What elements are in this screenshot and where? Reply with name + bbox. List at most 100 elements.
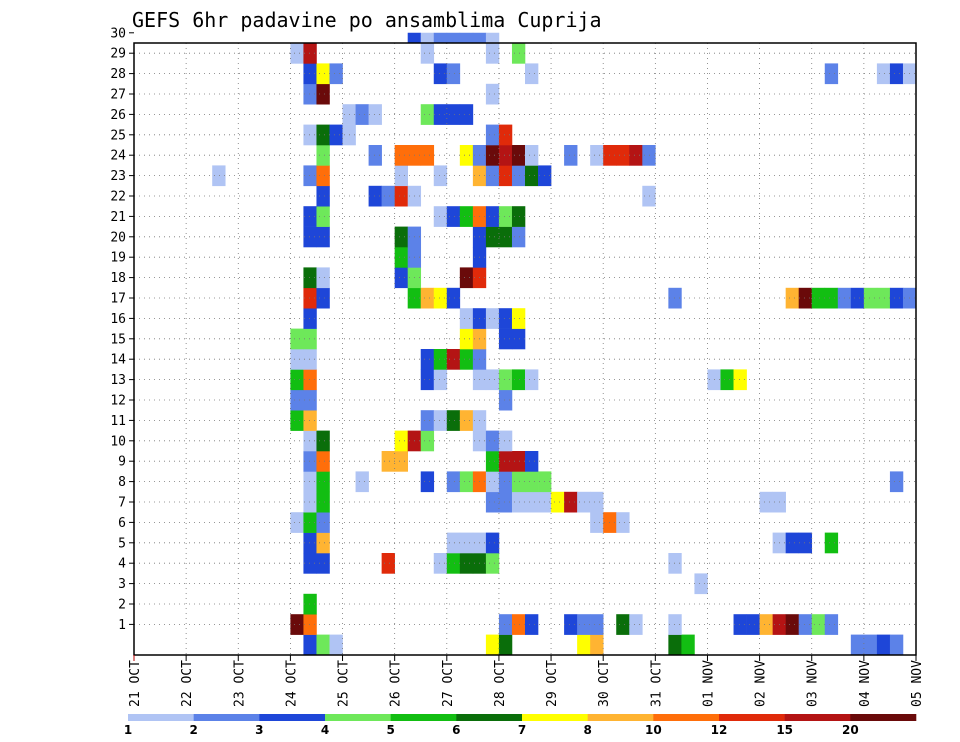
heatmap-cell bbox=[850, 634, 865, 656]
heatmap-cell bbox=[329, 634, 343, 656]
heatmap-cell bbox=[668, 634, 682, 656]
y-tick-label: 28 bbox=[110, 67, 126, 82]
heatmap-cell bbox=[433, 553, 448, 574]
heatmap-cell bbox=[381, 451, 395, 472]
colorbar-tick-label: 6 bbox=[452, 723, 460, 737]
heatmap-cell bbox=[394, 451, 408, 472]
heatmap-cell bbox=[433, 32, 448, 44]
heatmap-cell bbox=[525, 63, 539, 85]
x-tick-label: 25 OCT bbox=[337, 660, 352, 707]
heatmap-cell bbox=[316, 532, 330, 554]
heatmap-cell bbox=[525, 451, 539, 472]
heatmap-cell bbox=[420, 43, 435, 64]
heatmap-cell bbox=[303, 471, 317, 493]
heatmap-cell bbox=[498, 124, 513, 146]
heatmap-cell bbox=[316, 185, 330, 207]
heatmap-cell bbox=[485, 43, 500, 64]
heatmap-cell bbox=[303, 593, 317, 615]
colorbar-tick-label: 7 bbox=[518, 723, 526, 737]
colorbar-segment bbox=[719, 714, 785, 721]
heatmap-cell bbox=[303, 63, 317, 85]
heatmap-cell bbox=[329, 124, 343, 146]
heatmap-cell bbox=[498, 328, 513, 350]
heatmap-cell bbox=[590, 614, 604, 635]
heatmap-cell bbox=[212, 165, 226, 187]
heatmap-cell bbox=[459, 145, 474, 166]
heatmap-cell bbox=[290, 512, 304, 533]
heatmap-cell bbox=[824, 532, 839, 554]
heatmap-cell bbox=[590, 512, 604, 533]
heatmap-cell bbox=[433, 104, 448, 125]
heatmap-cell bbox=[876, 63, 891, 85]
heatmap-cell bbox=[303, 124, 317, 146]
heatmap-cell bbox=[290, 389, 304, 411]
x-tick-label: 02 NOV bbox=[754, 660, 769, 707]
y-tick-label: 23 bbox=[110, 169, 126, 184]
heatmap-cell bbox=[498, 451, 513, 472]
heatmap-cell bbox=[525, 145, 539, 166]
heatmap-cell bbox=[629, 145, 643, 166]
heatmap-cell bbox=[720, 369, 734, 391]
heatmap-cell bbox=[498, 634, 513, 656]
heatmap-cell bbox=[564, 145, 578, 166]
y-tick-label: 3 bbox=[118, 577, 126, 592]
y-tick-label: 13 bbox=[110, 373, 126, 388]
x-tick-label: 03 NOV bbox=[806, 660, 821, 707]
heatmap-cell bbox=[459, 553, 474, 574]
colorbar-tick-label: 8 bbox=[583, 723, 591, 737]
heatmap-cell bbox=[590, 491, 604, 513]
heatmap-cell bbox=[459, 267, 474, 289]
heatmap-cell bbox=[525, 165, 539, 187]
heatmap-cell bbox=[303, 532, 317, 554]
heatmap-cell bbox=[420, 349, 435, 370]
heatmap-cell bbox=[303, 165, 317, 187]
y-tick-label: 29 bbox=[110, 47, 126, 62]
chart-title: GEFS 6hr padavine po ansamblima Cuprija bbox=[132, 8, 602, 32]
heatmap-cell bbox=[889, 634, 904, 656]
heatmap-cell bbox=[485, 165, 500, 187]
heatmap-cell bbox=[733, 369, 747, 391]
heatmap-cell bbox=[303, 512, 317, 533]
heatmap-cell bbox=[303, 226, 317, 248]
heatmap-cell bbox=[303, 308, 317, 329]
colorbar-segment bbox=[259, 714, 326, 721]
heatmap-cell bbox=[316, 491, 330, 513]
y-tick-label: 22 bbox=[110, 190, 126, 205]
heatmap-cell bbox=[394, 165, 408, 187]
heatmap-cell bbox=[420, 430, 435, 452]
heatmap-cell bbox=[863, 287, 878, 309]
heatmap-cell bbox=[511, 451, 526, 472]
heatmap-cell bbox=[433, 287, 448, 309]
x-tick-label: 26 OCT bbox=[389, 660, 404, 707]
heatmap-cell bbox=[498, 165, 513, 187]
heatmap-cell bbox=[433, 63, 448, 85]
colorbar-segment bbox=[653, 714, 720, 721]
heatmap-cell bbox=[446, 553, 461, 574]
heatmap-cell bbox=[577, 491, 591, 513]
heatmap-cell bbox=[511, 145, 526, 166]
heatmap-cell bbox=[916, 492, 929, 513]
y-tick-label: 6 bbox=[118, 516, 126, 531]
heatmap-cell bbox=[433, 206, 448, 227]
y-tick-label: 2 bbox=[118, 598, 126, 613]
heatmap-cell bbox=[446, 410, 461, 431]
heatmap-cell bbox=[485, 83, 500, 105]
y-tick-label: 15 bbox=[110, 332, 126, 347]
heatmap-cell bbox=[433, 349, 448, 370]
heatmap-cell bbox=[459, 206, 474, 227]
heatmap-cell bbox=[316, 267, 330, 289]
heatmap-cell bbox=[303, 451, 317, 472]
heatmap-cell bbox=[303, 349, 317, 370]
heatmap-cell bbox=[316, 634, 330, 656]
heatmap-cell bbox=[485, 430, 500, 452]
heatmap-cell bbox=[485, 206, 500, 227]
heatmap-cell bbox=[316, 165, 330, 187]
heatmap-cell bbox=[303, 287, 317, 309]
heatmap-cell bbox=[498, 430, 513, 452]
heatmap-cell bbox=[485, 553, 500, 574]
heatmap-cell bbox=[316, 124, 330, 146]
y-axis: 1234567891011121314151617181920212223242… bbox=[110, 26, 134, 633]
plot-frame bbox=[133, 42, 917, 656]
x-tick-label: 28 OCT bbox=[493, 660, 508, 707]
y-tick-label: 11 bbox=[110, 414, 126, 429]
